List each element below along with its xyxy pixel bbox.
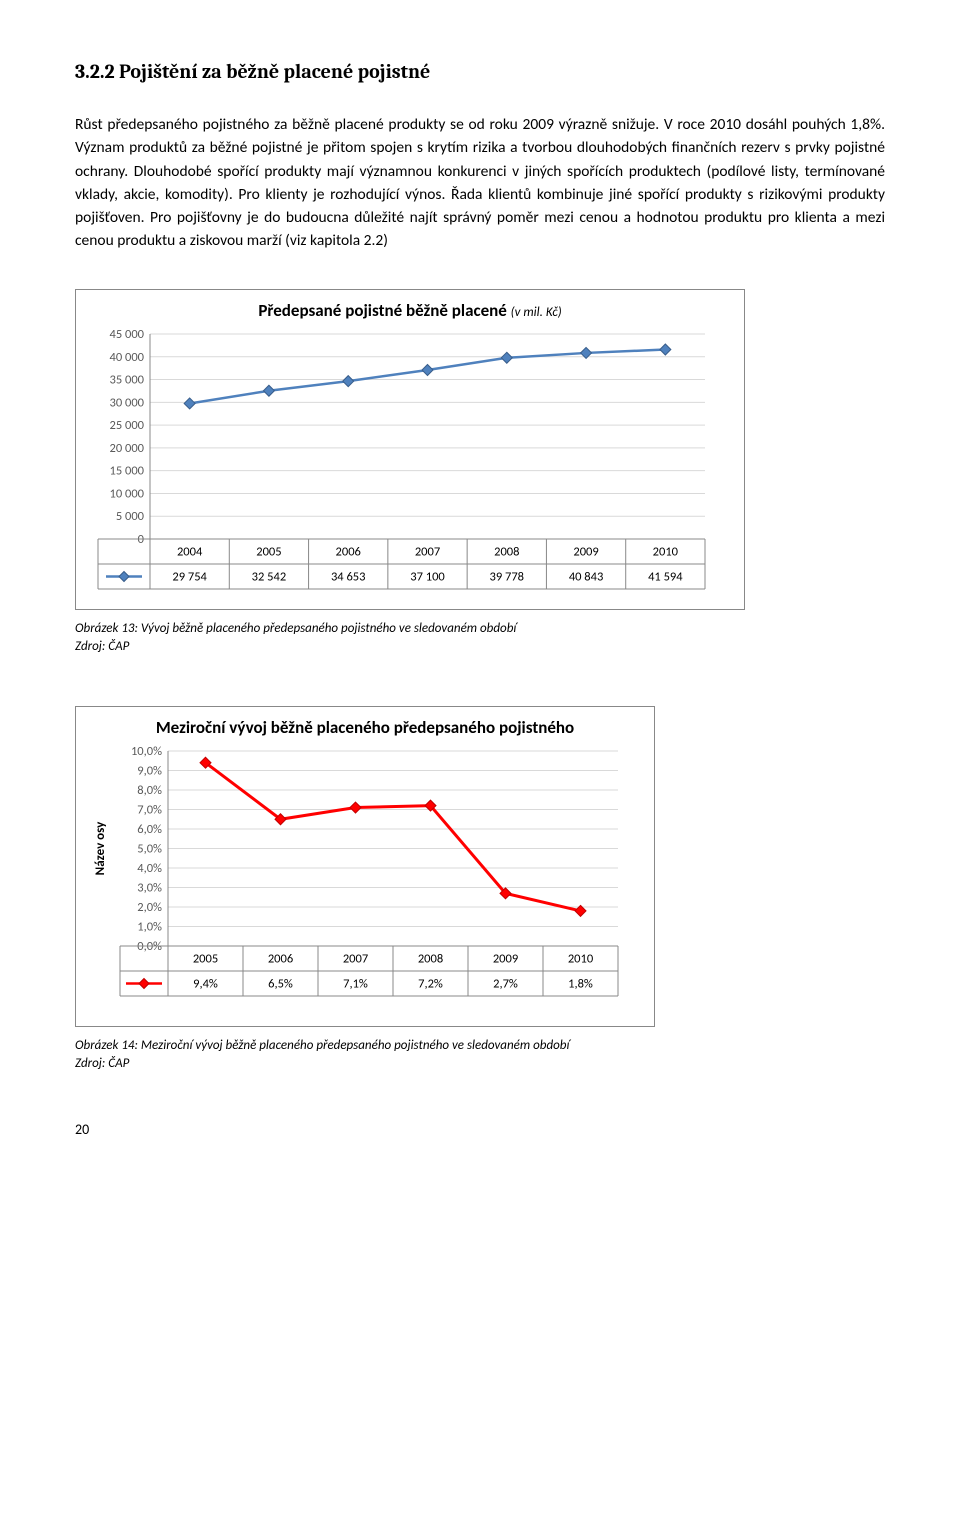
svg-text:10,0%: 10,0% (131, 746, 162, 759)
svg-text:1,8%: 1,8% (568, 976, 593, 991)
svg-text:35 000: 35 000 (109, 372, 144, 387)
svg-text:7,2%: 7,2% (418, 976, 443, 991)
chart-2-container: Meziroční vývoj běžně placeného předepsa… (75, 706, 655, 1027)
chart-2-caption: Obrázek 14: Meziroční vývoj běžně placen… (75, 1037, 885, 1073)
svg-text:Název osy: Název osy (93, 821, 108, 875)
svg-text:20 000: 20 000 (109, 440, 144, 455)
svg-text:2009: 2009 (493, 951, 518, 966)
svg-text:32 542: 32 542 (252, 569, 287, 584)
svg-text:7,0%: 7,0% (137, 802, 162, 817)
svg-text:2006: 2006 (336, 544, 361, 559)
chart-1-svg: 05 00010 00015 00020 00025 00030 00035 0… (90, 329, 720, 609)
svg-text:6,5%: 6,5% (268, 976, 293, 991)
svg-text:30 000: 30 000 (109, 395, 144, 410)
chart-1-title-main: Předepsané pojistné běžně placené (258, 300, 510, 321)
svg-text:15 000: 15 000 (109, 463, 144, 478)
svg-text:2007: 2007 (415, 544, 440, 559)
svg-text:41 594: 41 594 (648, 569, 683, 584)
svg-text:4,0%: 4,0% (137, 861, 162, 876)
svg-text:40 000: 40 000 (109, 349, 144, 364)
svg-text:45 000: 45 000 (109, 329, 144, 342)
svg-text:2010: 2010 (653, 544, 679, 559)
svg-text:2,0%: 2,0% (137, 900, 162, 915)
svg-text:2007: 2007 (343, 951, 368, 966)
svg-text:37 100: 37 100 (410, 569, 445, 584)
svg-text:2008: 2008 (494, 544, 519, 559)
svg-text:3,0%: 3,0% (137, 880, 162, 895)
svg-text:29 754: 29 754 (172, 569, 207, 584)
svg-text:6,0%: 6,0% (137, 822, 162, 837)
svg-text:8,0%: 8,0% (137, 783, 162, 798)
svg-text:2004: 2004 (177, 544, 203, 559)
chart-2-title: Meziroční vývoj běžně placeného předepsa… (90, 717, 640, 738)
chart-1-title-sub: (v mil. Kč) (511, 305, 562, 320)
svg-text:1,0%: 1,0% (137, 919, 162, 934)
section-heading: 3.2.2 Pojištění za běžně placené pojistn… (75, 60, 885, 83)
svg-text:25 000: 25 000 (109, 418, 144, 433)
chart-1-caption-line1: Obrázek 13: Vývoj běžně placeného předep… (75, 621, 516, 636)
svg-text:9,0%: 9,0% (137, 763, 162, 778)
chart-1-container: Předepsané pojistné běžně placené (v mil… (75, 289, 745, 610)
svg-text:2005: 2005 (193, 951, 218, 966)
svg-text:2005: 2005 (256, 544, 281, 559)
svg-text:34 653: 34 653 (331, 569, 366, 584)
svg-text:5,0%: 5,0% (137, 841, 162, 856)
svg-text:10 000: 10 000 (109, 486, 144, 501)
chart-1-title: Předepsané pojistné běžně placené (v mil… (90, 300, 730, 321)
chart-2-svg: Název osy0,0%1,0%2,0%3,0%4,0%5,0%6,0%7,0… (90, 746, 630, 1026)
svg-text:39 778: 39 778 (490, 569, 525, 584)
body-paragraph: Růst předepsaného pojistného za běžně pl… (75, 113, 885, 253)
page-number: 20 (75, 1121, 885, 1138)
svg-text:2,7%: 2,7% (493, 976, 518, 991)
svg-text:2010: 2010 (568, 951, 594, 966)
svg-text:7,1%: 7,1% (343, 976, 368, 991)
svg-text:5 000: 5 000 (116, 509, 145, 524)
svg-text:2009: 2009 (573, 544, 598, 559)
svg-text:2008: 2008 (418, 951, 443, 966)
chart-2-caption-line1: Obrázek 14: Meziroční vývoj běžně placen… (75, 1038, 569, 1053)
chart-1-caption: Obrázek 13: Vývoj běžně placeného předep… (75, 620, 885, 656)
svg-text:2006: 2006 (268, 951, 293, 966)
svg-text:9,4%: 9,4% (193, 976, 218, 991)
chart-2-caption-line2: Zdroj: ČAP (75, 1056, 129, 1071)
svg-text:40 843: 40 843 (569, 569, 604, 584)
chart-1-caption-line2: Zdroj: ČAP (75, 639, 129, 654)
